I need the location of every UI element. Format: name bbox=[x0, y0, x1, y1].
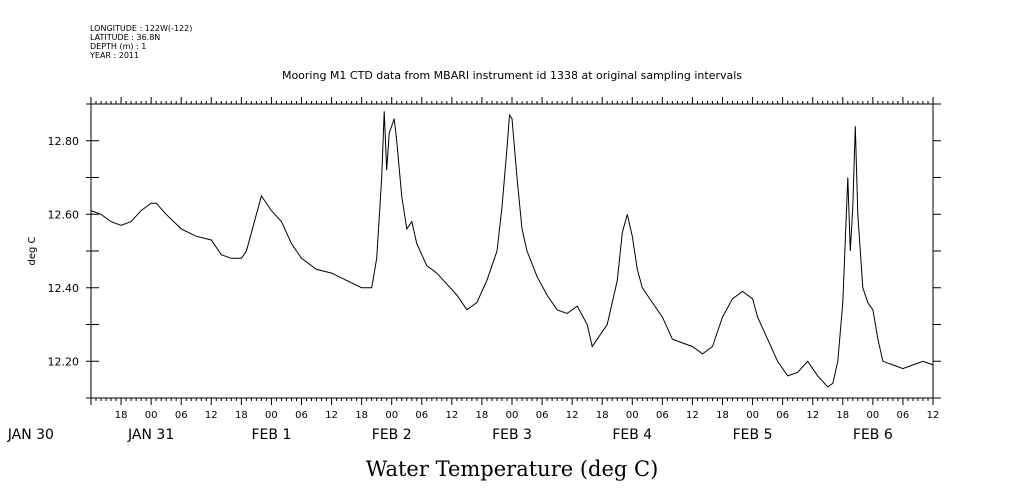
hour-tick-label: 06 bbox=[536, 410, 549, 421]
y-tick-label: 12.60 bbox=[48, 208, 80, 221]
hour-tick-label: 12 bbox=[445, 410, 458, 421]
hour-tick-label: 18 bbox=[115, 410, 128, 421]
day-tick-label: FEB 2 bbox=[372, 427, 412, 443]
hour-tick-label: 00 bbox=[506, 410, 519, 421]
y-tick-label: 12.80 bbox=[48, 135, 80, 148]
hour-tick-label: 18 bbox=[476, 410, 489, 421]
latitude-label: LATITUDE : 36.8N bbox=[90, 33, 160, 42]
day-tick-label: FEB 5 bbox=[733, 427, 773, 443]
year-label: YEAR : 2011 bbox=[89, 51, 139, 60]
day-tick-label: FEB 3 bbox=[492, 427, 532, 443]
day-tick-label: FEB 4 bbox=[612, 427, 652, 443]
series-line-water-temperature bbox=[90, 111, 934, 388]
hour-tick-label: 12 bbox=[806, 410, 819, 421]
x-axis-label: Water Temperature (deg C) bbox=[366, 457, 659, 481]
hour-tick-label: 00 bbox=[746, 410, 759, 421]
hour-tick-label: 18 bbox=[355, 410, 368, 421]
y-tick-labels: 12.20 12.40 12.60 12.80 bbox=[48, 135, 80, 369]
axis-ticks bbox=[86, 97, 941, 405]
hour-tick-label: 18 bbox=[836, 410, 849, 421]
hour-tick-label: 06 bbox=[656, 410, 669, 421]
day-tick-label: FEB 6 bbox=[853, 427, 893, 443]
hour-tick-labels: 18 00 06 12 18 00 06 12 18 00 06 12 18 00 06 12 18 00 06 12… bbox=[115, 410, 940, 421]
depth-label: DEPTH (m) : 1 bbox=[90, 42, 146, 51]
y-tick-label: 12.40 bbox=[48, 282, 80, 295]
hour-tick-label: 06 bbox=[295, 410, 308, 421]
longitude-label: LONGITUDE : 122W(-122) bbox=[90, 24, 192, 33]
hour-tick-label: 00 bbox=[265, 410, 278, 421]
hour-tick-label: 06 bbox=[897, 410, 910, 421]
hour-tick-label: 12 bbox=[927, 410, 940, 421]
hour-tick-label: 12 bbox=[686, 410, 699, 421]
hour-tick-label: 06 bbox=[175, 410, 188, 421]
hour-tick-label: 06 bbox=[776, 410, 789, 421]
hour-tick-label: 00 bbox=[626, 410, 639, 421]
day-tick-labels: JAN 30 JAN 31 FEB 1 FEB 2 FEB 3 FEB 4 FEB 5 FEB… bbox=[7, 427, 893, 443]
day-tick-label: JAN 31 bbox=[127, 427, 174, 443]
plot-frame bbox=[90, 103, 934, 399]
hour-tick-label: 18 bbox=[235, 410, 248, 421]
hour-tick-label: 00 bbox=[145, 410, 158, 421]
hour-tick-label: 12 bbox=[325, 410, 338, 421]
hour-tick-label: 06 bbox=[415, 410, 428, 421]
hour-tick-label: 18 bbox=[716, 410, 729, 421]
hour-tick-label: 12 bbox=[205, 410, 218, 421]
y-axis-label: deg C bbox=[27, 236, 38, 265]
day-tick-label: FEB 1 bbox=[251, 427, 291, 443]
day-tick-label: JAN 30 bbox=[7, 427, 54, 443]
hour-tick-label: 00 bbox=[866, 410, 879, 421]
hour-tick-label: 00 bbox=[385, 410, 398, 421]
y-tick-label: 12.20 bbox=[48, 355, 80, 368]
hour-tick-label: 18 bbox=[596, 410, 609, 421]
chart-title: Mooring M1 CTD data from MBARI instrumen… bbox=[282, 69, 742, 82]
hour-tick-label: 12 bbox=[566, 410, 579, 421]
